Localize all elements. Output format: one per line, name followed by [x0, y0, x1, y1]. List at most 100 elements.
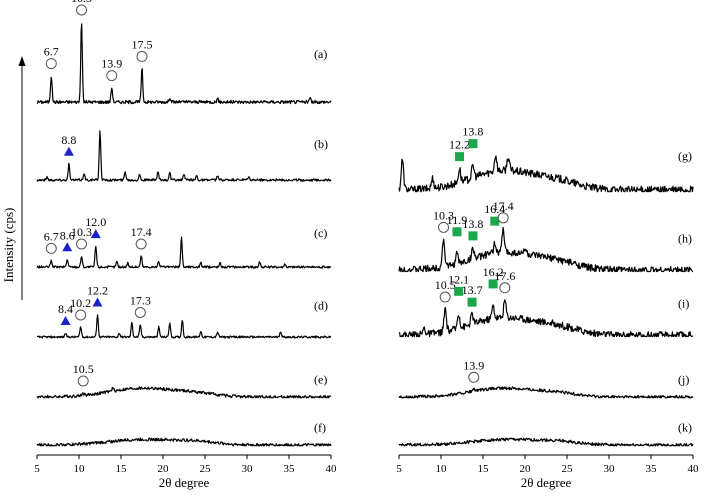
pattern-h [398, 226, 694, 273]
pattern-j [398, 386, 694, 399]
peak-marker-circle: 17.3 [130, 294, 151, 318]
series-label: (c) [314, 226, 327, 240]
peak-marker-square: 16.2 [483, 265, 504, 289]
right-traces: (g)12.213.8(h)10.311.913.816.417.4(i)10.… [398, 125, 694, 447]
right-panel: 5 10 15 20 25 30 35 40 2θ degree (g)12.213.8(h)… [396, 125, 699, 490]
peak-label: 10.3 [71, 225, 92, 239]
y-axis-arrow [18, 56, 26, 300]
x-tick-label: 5 [396, 463, 402, 475]
peak-label: 10.3 [433, 208, 454, 222]
peak-label: 10.5 [73, 362, 94, 376]
peak-marker-triangle: 8.4 [58, 302, 73, 325]
peak-marker-circle: 10.2 [70, 296, 91, 321]
peak-label: 17.4 [131, 225, 152, 239]
x-tick-label: 20 [520, 463, 532, 475]
pattern-g [398, 155, 694, 193]
peak-label: 16.4 [484, 202, 505, 216]
series-label: (b) [314, 137, 328, 151]
left-x-ticks: 5 10 15 20 25 30 35 40 [34, 455, 337, 475]
peak-marker-square: 13.8 [462, 217, 483, 241]
peak-label: 16.2 [483, 265, 504, 279]
series-label: (g) [678, 149, 692, 163]
peak-label: 12.2 [449, 138, 470, 152]
peak-marker-circle: 17.4 [493, 199, 514, 224]
peak-marker-square: 13.7 [462, 283, 483, 307]
pattern-b [36, 130, 332, 182]
peak-label: 10.5 [435, 278, 456, 292]
peak-marker-circle: 17.5 [132, 37, 153, 62]
peak-label: 8.8 [61, 133, 76, 147]
peak-label: 12.1 [448, 272, 469, 286]
pattern-e [36, 386, 332, 399]
x-tick-label: 35 [284, 463, 296, 475]
peak-marker-triangle: 8.6 [60, 228, 75, 252]
peak-label: 11.9 [447, 213, 468, 227]
peak-marker-circle: 10.5 [73, 362, 94, 387]
peak-label: 12.0 [85, 215, 106, 229]
series-label: (i) [678, 297, 689, 311]
peak-marker-square: 16.4 [484, 202, 505, 226]
peak-label: 12.2 [87, 284, 108, 298]
pattern-d [36, 314, 332, 339]
series-label: (j) [678, 372, 689, 386]
peak-marker-circle: 10.5 [435, 278, 456, 303]
peak-marker-circle: 13.9 [463, 358, 484, 383]
peak-label: 10.3 [71, 0, 92, 5]
peak-marker-square: 12.1 [448, 272, 469, 296]
x-tick-label: 25 [200, 463, 212, 475]
peak-label: 6.7 [44, 45, 59, 59]
peak-marker-square: 13.8 [462, 125, 483, 149]
peak-marker-circle: 10.3 [71, 0, 92, 16]
series-label: (a) [314, 47, 327, 61]
right-x-ticks: 5 10 15 20 25 30 35 40 [396, 455, 699, 475]
x-tick-label: 25 [562, 463, 574, 475]
x-tick-label: 40 [326, 463, 338, 475]
peak-marker-circle: 6.7 [44, 45, 59, 70]
pattern-f [36, 437, 332, 447]
peak-label: 6.7 [44, 229, 59, 243]
peak-marker-triangle: 12.2 [87, 284, 108, 307]
peak-marker-circle: 17.4 [131, 225, 152, 250]
pattern-a [36, 23, 332, 105]
series-label: (k) [678, 420, 692, 434]
peak-marker-circle: 6.7 [44, 229, 59, 254]
left-panel: 5 10 15 20 25 30 35 40 2θ degree (a) 6.7 10.3 13.9… [34, 0, 337, 490]
peak-label: 13.8 [462, 125, 483, 139]
peak-label: 17.3 [130, 294, 151, 308]
x-tick-label: 5 [34, 463, 40, 475]
peak-label: 10.2 [70, 296, 91, 310]
x-tick-label: 40 [688, 463, 700, 475]
peak-marker-circle: 13.9 [101, 57, 122, 82]
x-tick-label: 15 [478, 463, 490, 475]
x-tick-label: 30 [604, 463, 616, 475]
series-label: (h) [678, 232, 692, 246]
peak-label: 13.7 [462, 283, 483, 297]
peak-label: 8.6 [60, 228, 75, 242]
pattern-k [398, 437, 694, 447]
left-traces: (a)6.710.313.917.5(b)8.8(c)6.78.610.312.… [36, 0, 332, 447]
x-tick-label: 10 [74, 463, 86, 475]
peak-marker-circle: 10.3 [433, 208, 454, 233]
peak-label: 17.5 [132, 37, 153, 51]
pattern-c [36, 236, 332, 269]
peak-label: 13.9 [101, 57, 122, 71]
x-tick-label: 30 [242, 463, 254, 475]
x-tick-label: 15 [116, 463, 128, 475]
peak-label: 17.6 [494, 269, 515, 283]
peak-marker-triangle: 12.0 [85, 215, 106, 239]
peak-label: 17.4 [493, 199, 514, 213]
peak-label: 8.4 [58, 302, 73, 316]
right-x-axis-label: 2θ degree [521, 475, 572, 490]
peak-marker-circle: 10.3 [71, 225, 92, 250]
x-tick-label: 20 [158, 463, 170, 475]
peak-marker-square: 11.9 [447, 213, 468, 237]
peak-label: 13.9 [463, 358, 484, 372]
series-label: (f) [314, 420, 326, 434]
series-label: (e) [314, 372, 327, 386]
left-x-axis-label: 2θ degree [159, 475, 210, 490]
pattern-i [398, 299, 694, 338]
peak-marker-triangle: 8.8 [61, 133, 76, 156]
y-axis-label: Intensity (cps) [1, 208, 16, 283]
peak-marker-square: 12.2 [449, 138, 470, 162]
